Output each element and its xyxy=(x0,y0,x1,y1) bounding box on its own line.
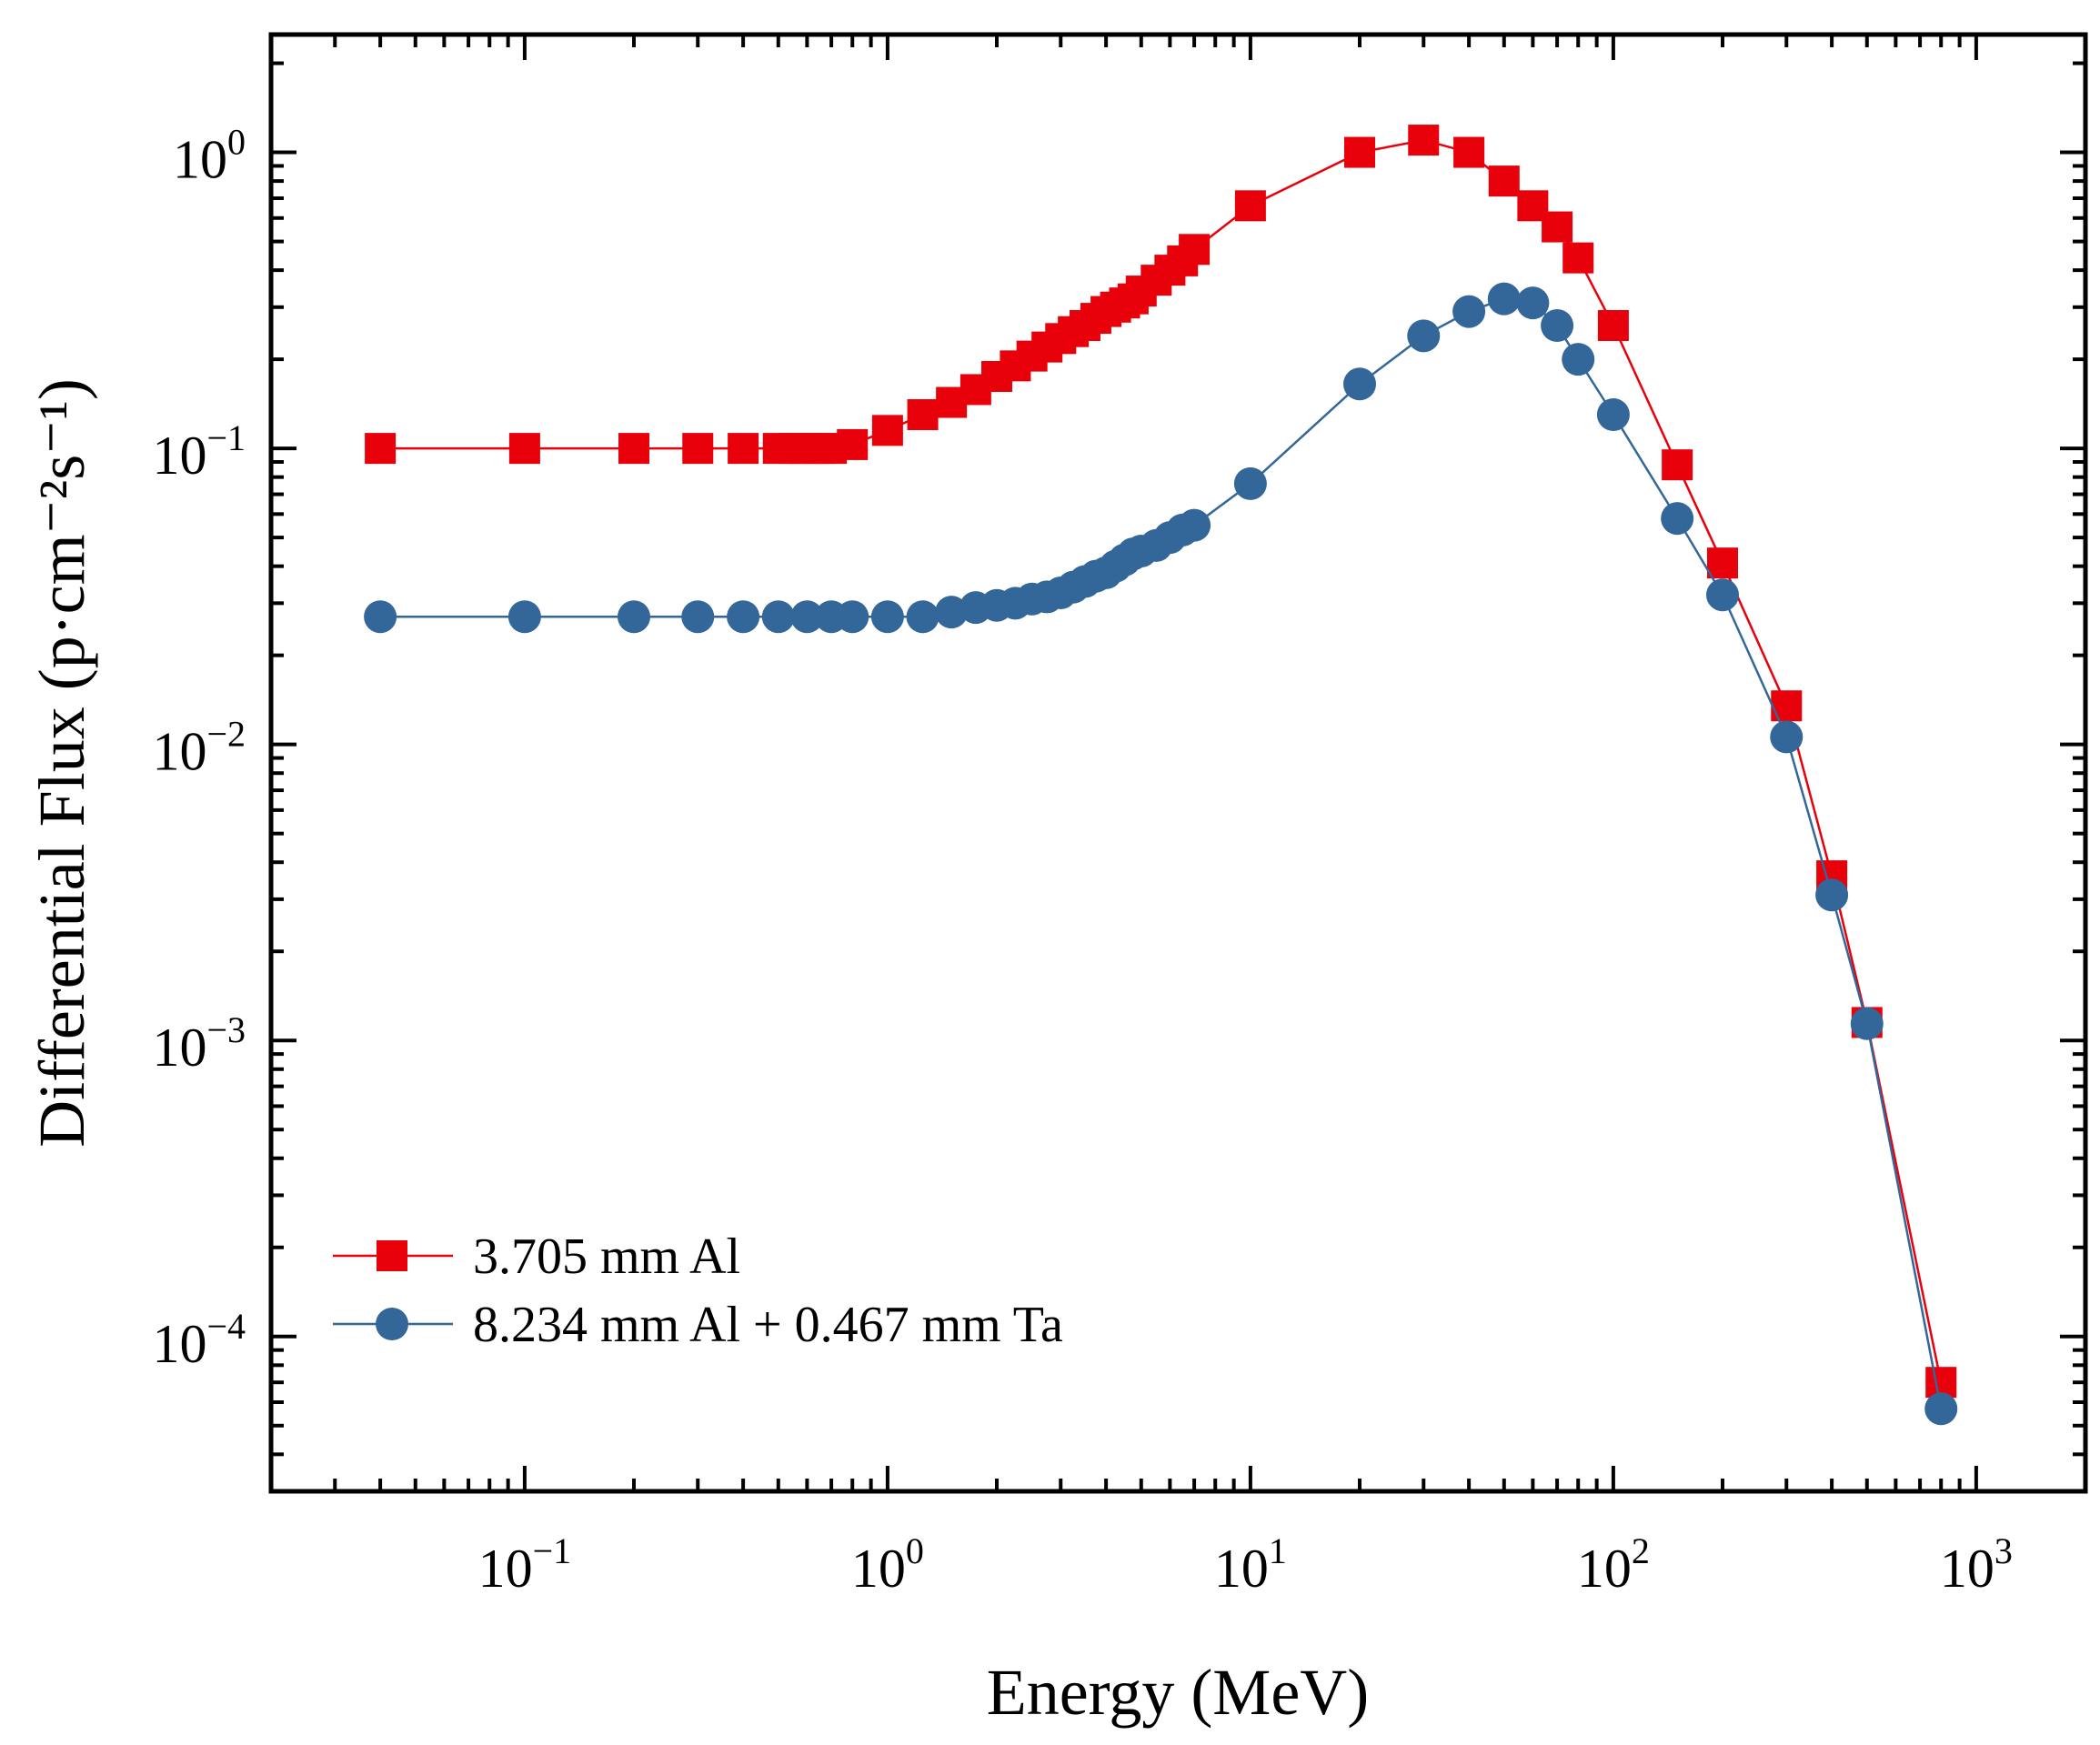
data-point xyxy=(1661,502,1694,536)
tick-labels: 10−1 100 101 102 103 100 10−1 10−2 10−3 10−4 xyxy=(152,122,2012,1599)
data-point xyxy=(1516,286,1550,320)
data-point xyxy=(1770,720,1804,754)
legend-marker-square xyxy=(377,1240,407,1271)
data-point xyxy=(1344,136,1375,168)
data-point xyxy=(618,600,650,634)
data-point xyxy=(364,600,397,634)
x-tick-label: 103 xyxy=(1940,1530,2013,1599)
data-point xyxy=(1706,578,1739,612)
data-point xyxy=(1771,690,1803,722)
data-point xyxy=(1487,282,1521,316)
data-point xyxy=(618,433,649,465)
x-tick-label: 100 xyxy=(851,1530,924,1599)
data-point xyxy=(507,600,541,634)
data-point xyxy=(935,596,969,629)
x-tick-label: 10−1 xyxy=(478,1530,572,1599)
data-point xyxy=(1596,398,1630,432)
data-point xyxy=(761,600,795,634)
data-point xyxy=(1343,367,1376,401)
y-tick-label: 100 xyxy=(173,122,246,190)
data-point xyxy=(1542,211,1573,243)
data-point xyxy=(681,600,715,634)
data-point xyxy=(1233,466,1267,500)
y-tick-label: 10−4 xyxy=(152,1306,246,1374)
data-point xyxy=(1924,1392,1958,1426)
data-point xyxy=(1488,165,1520,197)
axis-ticks xyxy=(269,35,2087,1493)
data-point xyxy=(836,600,869,634)
data-point xyxy=(1597,310,1629,342)
legend-label-series-2: 8.234 mm Al + 0.467 mm Ta xyxy=(473,1297,1063,1353)
data-point xyxy=(1407,319,1441,353)
data-point xyxy=(1178,508,1211,542)
data-point xyxy=(790,600,824,634)
data-point xyxy=(837,428,869,460)
data-point xyxy=(682,433,714,465)
data-point xyxy=(1562,242,1594,274)
legend-marker-circle xyxy=(376,1308,408,1340)
x-tick-label: 101 xyxy=(1214,1530,1287,1599)
data-point xyxy=(1179,234,1211,266)
series-1 xyxy=(365,125,1957,1399)
data-point xyxy=(1453,136,1485,168)
legend: 3.705 mm Al 8.234 mm Al + 0.467 mm Ta xyxy=(333,1229,1063,1353)
data-point xyxy=(365,433,397,465)
data-point xyxy=(728,433,759,465)
series-layer xyxy=(364,125,1958,1426)
data-point xyxy=(1234,190,1266,222)
series-2 xyxy=(364,282,1958,1426)
data-point xyxy=(1662,449,1693,481)
data-point xyxy=(1541,309,1574,343)
y-axis-title: Differential Flux (p·cm⁻²s⁻¹) xyxy=(25,378,98,1148)
data-point xyxy=(906,600,939,634)
y-tick-label: 10−1 xyxy=(152,417,246,486)
data-point xyxy=(870,600,904,634)
plot-frame xyxy=(268,32,2088,1494)
y-tick-label: 10−2 xyxy=(152,714,246,782)
data-point xyxy=(508,433,540,465)
legend-label-series-1: 3.705 mm Al xyxy=(473,1229,740,1285)
x-axis-title: Energy (MeV) xyxy=(987,1656,1370,1729)
data-point xyxy=(1408,125,1440,156)
data-point xyxy=(727,600,760,634)
data-point xyxy=(907,399,939,431)
data-point xyxy=(871,415,903,446)
data-point xyxy=(1707,547,1738,579)
data-point xyxy=(1562,343,1595,376)
y-tick-label: 10−3 xyxy=(152,1009,246,1078)
data-point xyxy=(1452,295,1486,328)
data-point xyxy=(1850,1007,1884,1040)
series-line xyxy=(380,138,1943,1383)
x-tick-label: 102 xyxy=(1577,1530,1650,1599)
data-point xyxy=(1815,878,1849,912)
